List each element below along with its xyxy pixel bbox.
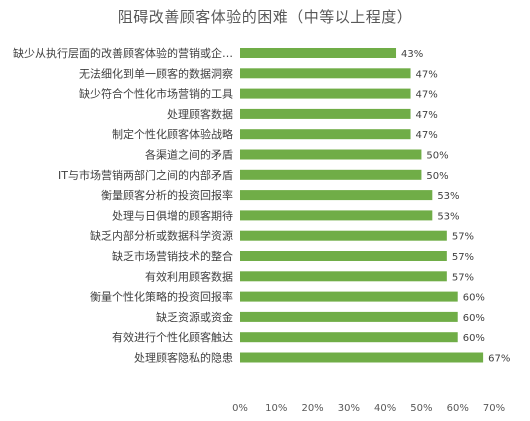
- data-label: 60%: [463, 293, 485, 304]
- x-tick-label: 30%: [338, 403, 360, 414]
- category-label: 衡量个性化策略的投资回报率: [90, 290, 233, 304]
- bar: [240, 311, 458, 322]
- category-label: 处理与日俱增的顾客期待: [112, 208, 233, 222]
- category-label: IT与市场营销两部门之间的内部矛盾: [58, 168, 233, 182]
- bar: [240, 352, 484, 363]
- data-label: 47%: [416, 90, 438, 101]
- bar: [240, 332, 458, 343]
- bar: [240, 230, 447, 241]
- category-label: 缺少符合个性化市场营销的工具: [79, 87, 233, 101]
- bar: [240, 190, 433, 201]
- bar: [240, 169, 422, 180]
- bar: [240, 129, 411, 140]
- bar: [240, 251, 447, 261]
- bar: [240, 108, 411, 119]
- category-label: 制定个性化顾客体验战略: [112, 127, 233, 141]
- data-label: 43%: [401, 49, 423, 60]
- bar: [240, 68, 411, 79]
- data-label: 50%: [426, 151, 448, 162]
- category-label: 处理顾客隐私的隐患: [134, 351, 233, 365]
- data-label: 57%: [452, 252, 474, 263]
- bar: [240, 271, 447, 282]
- category-label: 各渠道之间的矛盾: [145, 148, 233, 162]
- x-tick-label: 10%: [265, 403, 287, 414]
- category-label: 有效进行个性化顾客触达: [112, 330, 233, 344]
- category-label: 缺少从执行层面的改善顾客体验的营销或企…: [13, 46, 233, 60]
- data-label: 60%: [463, 333, 485, 344]
- bar: [240, 149, 422, 160]
- data-label: 50%: [426, 171, 448, 182]
- category-label: 无法细化到单一顾客的数据洞察: [79, 66, 233, 80]
- data-label: 53%: [437, 211, 459, 222]
- chart-title: 阻碍改善顾客体验的困难（中等以上程度）: [117, 8, 413, 26]
- data-label: 67%: [488, 354, 510, 365]
- x-tick-label: 70%: [483, 403, 505, 414]
- bar: [240, 210, 433, 221]
- data-label: 47%: [416, 130, 438, 141]
- data-label: 57%: [452, 272, 474, 283]
- category-label: 缺乏市场营销技术的整合: [112, 249, 233, 263]
- x-tick-label: 40%: [374, 403, 396, 414]
- data-label: 57%: [452, 232, 474, 243]
- bar: [240, 88, 411, 99]
- category-label: 处理顾客数据: [167, 107, 233, 121]
- bar: [240, 48, 397, 58]
- x-tick-label: 60%: [447, 403, 469, 414]
- data-label: 47%: [416, 110, 438, 121]
- category-label: 衡量顾客分析的投资回报率: [101, 188, 233, 202]
- data-label: 53%: [437, 191, 459, 202]
- bar: [240, 291, 458, 302]
- x-tick-label: 20%: [301, 403, 323, 414]
- category-label: 缺乏内部分析或数据科学资源: [90, 229, 233, 243]
- category-label: 有效利用顾客数据: [145, 269, 233, 283]
- x-tick-label: 0%: [232, 403, 248, 414]
- data-label: 60%: [463, 313, 485, 324]
- x-tick-label: 50%: [410, 403, 432, 414]
- category-label: 缺乏资源或资金: [156, 310, 233, 324]
- data-label: 47%: [416, 69, 438, 80]
